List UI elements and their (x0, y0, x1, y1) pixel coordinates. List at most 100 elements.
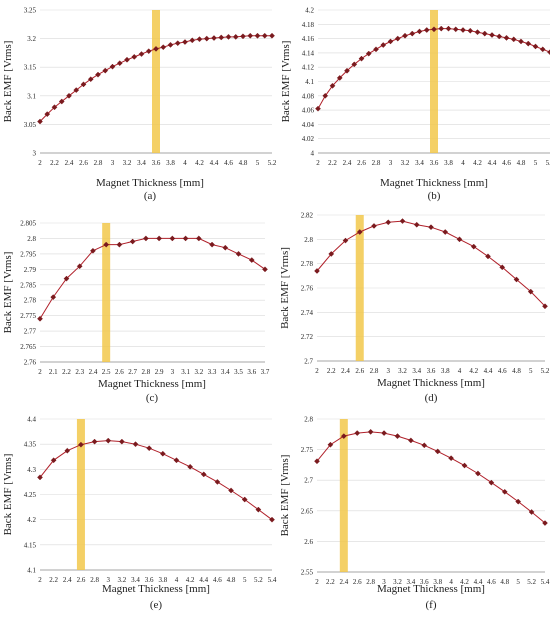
data-point (64, 447, 71, 454)
data-point (354, 430, 361, 436)
y-tick-label: 3.15 (24, 64, 37, 72)
y-tick-label: 4.02 (302, 135, 315, 143)
y-tick-label: 4.16 (302, 35, 315, 43)
data-point (409, 30, 416, 37)
x-tick-label: 2.2 (327, 367, 336, 375)
y-tick-label: 4.3 (27, 466, 36, 474)
x-tick-label: 2.4 (343, 159, 352, 167)
data-point (200, 471, 207, 478)
x-tick-label: 2.6 (357, 159, 366, 167)
x-tick-label: 3 (387, 367, 391, 375)
x-tick-label: 3.6 (430, 159, 439, 167)
data-point (394, 433, 401, 440)
data-point (344, 67, 350, 74)
data-point (385, 219, 392, 226)
data-point (542, 520, 548, 526)
x-tick-label: 3.2 (398, 367, 407, 375)
x-tick-label: 3.6 (420, 578, 429, 586)
data-point (189, 37, 196, 44)
x-tick-label: 3.7 (261, 368, 270, 376)
data-point (539, 46, 546, 53)
data-point (102, 67, 109, 74)
x-tick-label: 2.2 (326, 578, 335, 586)
x-tick-label: 3.2 (123, 159, 132, 167)
x-tick-label: 2.7 (128, 368, 137, 376)
optimal-thickness-band (102, 223, 111, 362)
data-point (240, 33, 246, 40)
data-point (438, 25, 445, 32)
y-axis-label: Back EMF [Vrms] (279, 455, 291, 537)
data-point (90, 247, 96, 254)
x-tick-label: 3.1 (181, 368, 190, 376)
x-tick-label: 2.3 (75, 368, 84, 376)
data-point (358, 55, 365, 62)
data-point (394, 35, 401, 42)
data-point (525, 40, 532, 47)
data-point (129, 238, 136, 245)
x-tick-label: 3 (389, 159, 393, 167)
data-point (37, 118, 43, 125)
x-tick-label: 3.4 (412, 367, 421, 375)
x-tick-label: 2 (316, 159, 320, 167)
data-point (203, 35, 210, 42)
x-tick-label: 2 (315, 367, 319, 375)
data-point (50, 457, 57, 464)
y-tick-label: 2.795 (20, 250, 36, 258)
x-tick-label: 4.6 (224, 159, 233, 167)
data-point (460, 27, 466, 33)
data-point (434, 448, 441, 455)
data-point (351, 61, 358, 68)
data-point (235, 251, 242, 257)
x-tick-label: 2 (38, 159, 42, 167)
panel-caption: (c) (146, 392, 159, 404)
data-point (328, 251, 335, 257)
data-point (322, 92, 329, 99)
data-point (116, 60, 123, 67)
data-point (413, 221, 420, 228)
data-point (109, 63, 116, 70)
data-point (50, 294, 57, 301)
data-point (132, 441, 139, 448)
data-point (167, 42, 174, 48)
x-tick-label: 3.8 (433, 578, 442, 586)
data-point (269, 516, 275, 523)
x-tick-label: 3.3 (208, 368, 217, 376)
x-tick-label: 5.4 (268, 576, 277, 584)
x-tick-label: 2 (315, 578, 319, 586)
x-tick-label: 3.2 (118, 576, 127, 584)
x-tick-label: 4.2 (460, 578, 469, 586)
x-tick-label: 2.5 (102, 368, 111, 376)
x-axis-label: Magnet Thickness [mm] (377, 583, 485, 595)
x-tick-label: 2.2 (328, 159, 337, 167)
x-tick-label: 2.1 (49, 368, 58, 376)
y-axis-label: Back EMF [Vrms] (2, 41, 14, 123)
data-point (146, 445, 153, 452)
data-point (336, 75, 343, 81)
x-tick-label: 4.6 (498, 367, 507, 375)
x-tick-label: 2.6 (353, 578, 362, 586)
x-axis-label: Magnet Thickness [mm] (380, 177, 488, 189)
x-tick-label: 2.4 (65, 159, 74, 167)
chart-panel: 2.7 2.72 2.74 2.76 2.78 2.8 2.82 2 2.2 2.4 2.6 2.8 3… (279, 212, 550, 405)
data-point (76, 263, 83, 270)
panel-caption: (a) (144, 190, 157, 202)
data-point (51, 104, 58, 111)
x-tick-label: 2.4 (89, 368, 98, 376)
x-tick-label: 2.6 (77, 576, 86, 584)
x-tick-label: 3.6 (152, 159, 161, 167)
x-tick-label: 3 (111, 159, 115, 167)
x-tick-label: 4.8 (239, 159, 248, 167)
x-tick-label: 3.6 (247, 368, 256, 376)
data-point (228, 487, 234, 494)
x-tick-label: 4 (449, 578, 453, 586)
x-tick-label: 3.2 (393, 578, 402, 586)
data-point (209, 241, 215, 248)
y-tick-label: 4 (311, 150, 315, 158)
data-point (431, 26, 437, 33)
x-tick-label: 4 (458, 367, 462, 375)
data-point (145, 48, 152, 55)
data-point (327, 441, 334, 448)
optimal-thickness-band (355, 215, 364, 361)
y-tick-label: 2.79 (24, 266, 37, 274)
x-axis-label: Magnet Thickness [mm] (377, 377, 485, 389)
